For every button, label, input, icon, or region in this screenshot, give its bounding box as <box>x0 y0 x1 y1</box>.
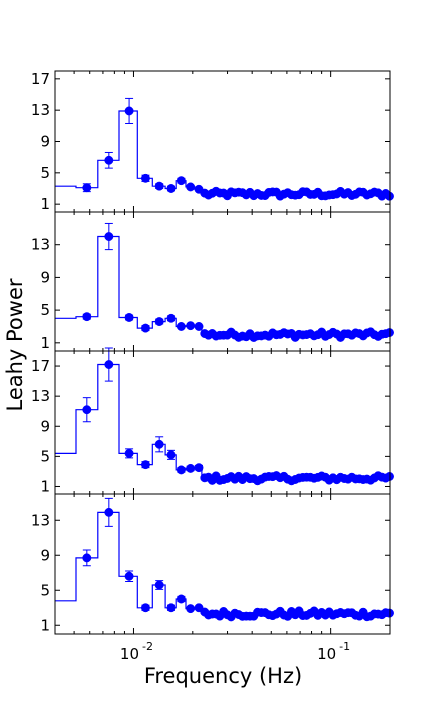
y-tick-label: 1 <box>40 616 50 634</box>
data-point <box>176 322 186 331</box>
step-line <box>55 235 390 339</box>
data-point <box>124 448 134 458</box>
data-point <box>186 321 196 331</box>
y-tick-label: 9 <box>40 546 50 564</box>
data-point <box>385 328 394 338</box>
y-tick-label: 1 <box>40 334 50 352</box>
data-point <box>124 106 134 116</box>
data-point <box>104 155 114 165</box>
step-line <box>55 363 390 482</box>
data-point <box>82 183 92 193</box>
x-tick-labels: 10 -2 10 -1 <box>120 640 350 663</box>
data-point <box>176 465 186 475</box>
y-tick-label: 9 <box>40 417 50 435</box>
x-tick-label: 10 <box>120 645 139 663</box>
panel-3: 1 5 9 13 17 <box>31 347 394 495</box>
data-point <box>166 450 176 460</box>
y-tick-label: 13 <box>31 387 50 405</box>
data-point <box>154 181 164 191</box>
data-point <box>186 604 196 614</box>
data-point <box>124 571 134 581</box>
data-point <box>140 323 150 333</box>
y-tick-label: 5 <box>40 447 50 465</box>
step-line <box>55 511 390 618</box>
y-tick-label: 5 <box>40 301 50 319</box>
panel-frame <box>54 211 391 352</box>
y-tick-label: 9 <box>40 268 50 286</box>
data-point <box>124 313 134 322</box>
data-point <box>385 472 394 481</box>
data-point <box>166 184 176 193</box>
panel-1: 1 5 9 13 17 <box>31 70 394 213</box>
y-tick-label: 5 <box>40 581 50 599</box>
data-point <box>154 580 164 590</box>
data-point <box>140 173 150 183</box>
y-tick-label: 1 <box>40 195 50 213</box>
y-tick-label: 9 <box>40 133 50 151</box>
panel-frame <box>54 350 391 495</box>
panel-2: 1 5 9 13 <box>31 211 394 352</box>
data-point <box>186 463 196 473</box>
y-tick-label: 13 <box>31 236 50 254</box>
data-point <box>166 313 176 323</box>
data-point <box>140 460 150 470</box>
x-axis-label: Frequency (Hz) <box>144 664 302 688</box>
data-point <box>104 360 114 369</box>
data-point <box>176 594 186 604</box>
y-axis-label: Leahy Power <box>3 278 27 411</box>
data-point <box>194 322 204 331</box>
step-line <box>55 110 390 197</box>
data-point <box>82 312 92 322</box>
data-point <box>385 608 394 618</box>
panel-frame <box>54 493 391 635</box>
data-point <box>104 232 114 241</box>
y-tick-label: 13 <box>31 101 50 119</box>
data-point <box>176 176 186 186</box>
data-point <box>186 182 196 192</box>
panels-group: 1 5 9 13 17 1 5 9 13 1 5 9 13 17 1 5 9 13 <box>31 70 394 635</box>
data-point <box>154 317 164 327</box>
data-point <box>140 603 150 613</box>
panel-4: 1 5 9 13 <box>31 493 394 635</box>
data-point <box>166 603 176 613</box>
data-point <box>385 191 394 201</box>
x-tick-label: 10 <box>317 645 336 663</box>
x-tick-exponent: -1 <box>339 640 350 653</box>
y-tick-label: 5 <box>40 164 50 182</box>
data-point <box>82 405 92 415</box>
data-point <box>104 507 114 517</box>
y-tick-label: 17 <box>31 70 50 88</box>
data-point <box>82 553 92 563</box>
y-tick-label: 17 <box>31 357 50 375</box>
data-point <box>194 463 204 473</box>
data-point <box>154 439 164 449</box>
y-tick-label: 13 <box>31 511 50 529</box>
y-tick-label: 1 <box>40 477 50 495</box>
x-tick-exponent: -2 <box>142 640 153 653</box>
